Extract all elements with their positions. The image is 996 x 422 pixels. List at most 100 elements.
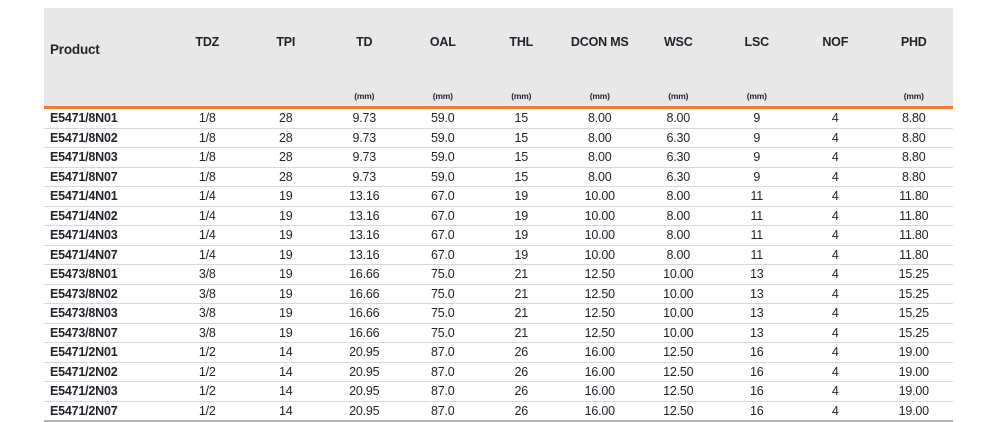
table-row: E5471/8N01 1/8 28 9.73 59.0 15 8.00 8.00 9 4 8.80: [44, 107, 953, 129]
table-row: E5471/2N01 1/2 14 20.95 87.0 26 16.00 12.50 16 4 1…: [44, 342, 953, 363]
value-cell: 16.66: [325, 303, 404, 324]
value-cell: 4: [796, 284, 875, 304]
value-cell: 8.00: [560, 107, 639, 129]
value-cell: 13.16: [325, 245, 404, 265]
value-cell: 16.00: [560, 401, 639, 422]
unit-oal: (mm): [403, 76, 482, 109]
value-cell: 13.16: [325, 206, 404, 226]
value-cell: 11: [717, 186, 796, 207]
value-cell: 26: [482, 381, 561, 402]
value-cell: 19: [482, 225, 561, 246]
column-header-td: TD: [325, 8, 404, 76]
column-header-tdz: TDZ: [168, 8, 247, 76]
column-header-thl: THL: [482, 8, 561, 76]
value-cell: 3/8: [168, 323, 247, 343]
value-cell: 8.00: [560, 128, 639, 148]
value-cell: 16.00: [560, 342, 639, 363]
value-cell: 10.00: [560, 225, 639, 246]
value-cell: 19: [246, 225, 325, 246]
value-cell: 20.95: [325, 401, 404, 422]
value-cell: 75.0: [403, 323, 482, 343]
value-cell: 19: [482, 186, 561, 207]
value-cell: 19.00: [874, 362, 953, 382]
value-cell: 10.00: [639, 264, 718, 285]
value-cell: 16.66: [325, 323, 404, 343]
table-row: E5471/8N03 1/8 28 9.73 59.0 15 8.00 6.30 9 4 8.80: [44, 147, 953, 168]
value-cell: 1/4: [168, 245, 247, 265]
value-cell: 11.80: [874, 186, 953, 207]
value-cell: 9.73: [325, 128, 404, 148]
value-cell: 19: [246, 303, 325, 324]
table-row: E5471/4N03 1/4 19 13.16 67.0 19 10.00 8.00 11 4 11…: [44, 225, 953, 246]
value-cell: 75.0: [403, 284, 482, 304]
value-cell: 16: [717, 362, 796, 382]
value-cell: 3/8: [168, 303, 247, 324]
value-cell: 59.0: [403, 128, 482, 148]
column-header-phd: PHD: [874, 8, 953, 76]
value-cell: 4: [796, 128, 875, 148]
value-cell: 14: [246, 362, 325, 382]
value-cell: 21: [482, 323, 561, 343]
value-cell: 67.0: [403, 245, 482, 265]
value-cell: 4: [796, 245, 875, 265]
value-cell: 16: [717, 342, 796, 363]
value-cell: 16: [717, 381, 796, 402]
product-cell: E5471/8N01: [44, 107, 168, 129]
value-cell: 12.50: [639, 342, 718, 363]
column-header-product: Product: [44, 8, 168, 76]
table-header: Product TDZ TPI TD OAL THL DCON MS WSC L…: [44, 8, 953, 109]
value-cell: 1/4: [168, 225, 247, 246]
value-cell: 8.00: [560, 147, 639, 168]
value-cell: 15.25: [874, 264, 953, 285]
value-cell: 6.30: [639, 167, 718, 187]
value-cell: 9: [717, 128, 796, 148]
value-cell: 8.80: [874, 167, 953, 187]
value-cell: 10.00: [639, 323, 718, 343]
value-cell: 1/8: [168, 107, 247, 129]
value-cell: 4: [796, 167, 875, 187]
value-cell: 12.50: [560, 323, 639, 343]
value-cell: 87.0: [403, 362, 482, 382]
value-cell: 10.00: [639, 303, 718, 324]
value-cell: 15: [482, 107, 561, 129]
value-cell: 4: [796, 323, 875, 343]
column-header-nof: NOF: [796, 8, 875, 76]
value-cell: 15.25: [874, 284, 953, 304]
value-cell: 3/8: [168, 264, 247, 285]
value-cell: 21: [482, 284, 561, 304]
value-cell: 15: [482, 167, 561, 187]
value-cell: 10.00: [560, 186, 639, 207]
table-row: E5473/8N03 3/8 19 16.66 75.0 21 12.50 10.00 13 4 1…: [44, 303, 953, 324]
value-cell: 9: [717, 107, 796, 129]
value-cell: 14: [246, 381, 325, 402]
value-cell: 16.66: [325, 284, 404, 304]
value-cell: 67.0: [403, 206, 482, 226]
value-cell: 8.80: [874, 107, 953, 129]
value-cell: 13.16: [325, 186, 404, 207]
table-body: E5471/8N01 1/8 28 9.73 59.0 15 8.00 8.00 9 4 8.80 E…: [44, 107, 953, 422]
unit-tdz: [168, 76, 247, 109]
value-cell: 12.50: [560, 284, 639, 304]
value-cell: 28: [246, 128, 325, 148]
column-header-tpi: TPI: [246, 8, 325, 76]
table-row: E5471/2N03 1/2 14 20.95 87.0 26 16.00 12.50 16 4 1…: [44, 381, 953, 402]
value-cell: 15: [482, 128, 561, 148]
value-cell: 26: [482, 401, 561, 422]
product-cell: E5471/4N03: [44, 225, 168, 246]
product-cell: E5471/2N07: [44, 401, 168, 422]
value-cell: 11.80: [874, 206, 953, 226]
value-cell: 1/8: [168, 128, 247, 148]
value-cell: 8.00: [639, 206, 718, 226]
value-cell: 8.80: [874, 147, 953, 168]
value-cell: 4: [796, 401, 875, 422]
table-row: E5471/4N07 1/4 19 13.16 67.0 19 10.00 8.00 11 4 11…: [44, 245, 953, 265]
product-cell: E5471/4N02: [44, 206, 168, 226]
value-cell: 8.00: [639, 186, 718, 207]
value-cell: 19: [246, 323, 325, 343]
value-cell: 8.00: [639, 107, 718, 129]
value-cell: 87.0: [403, 381, 482, 402]
value-cell: 20.95: [325, 362, 404, 382]
column-header-dcon-ms: DCON MS: [560, 8, 639, 76]
value-cell: 11: [717, 245, 796, 265]
value-cell: 1/2: [168, 362, 247, 382]
